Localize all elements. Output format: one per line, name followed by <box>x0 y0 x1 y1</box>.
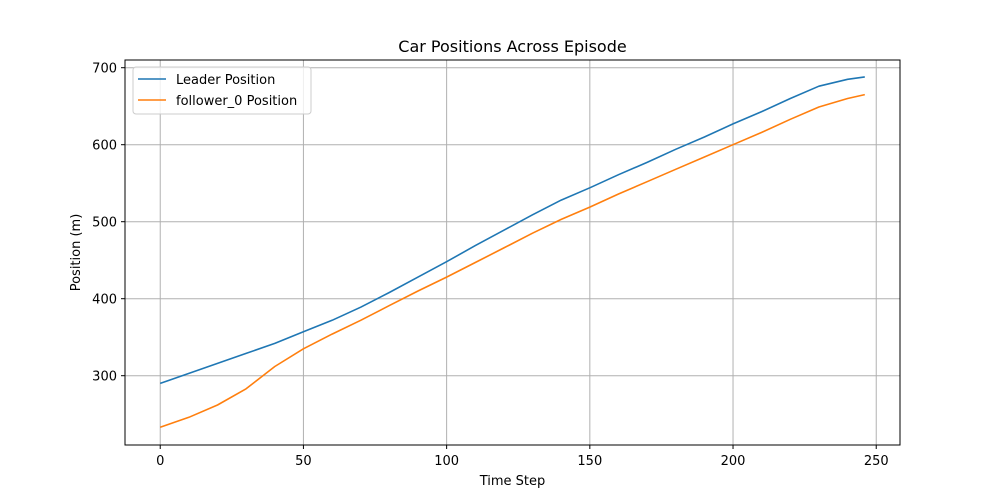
series-line-0 <box>159 76 865 385</box>
y-axis-label: Position (m) <box>69 214 84 292</box>
y-tick-label: 400 <box>92 293 117 308</box>
x-tick-label: 50 <box>295 454 312 469</box>
chart-title: Car Positions Across Episode <box>398 37 626 56</box>
y-tick-label: 600 <box>92 139 117 154</box>
ticks-group: 0 50 100 150 200 250 300 400 500 600 700 <box>92 62 888 469</box>
legend-frame <box>132 66 312 115</box>
x-tick-label: 100 <box>434 454 459 469</box>
x-tick-label: 200 <box>721 454 746 469</box>
legend-label: Leader Position <box>176 73 275 88</box>
y-tick-label: 300 <box>92 370 117 385</box>
y-tick-label: 700 <box>92 62 117 77</box>
grid <box>125 60 900 445</box>
legend: Leader Position follower_0 Position <box>132 66 312 115</box>
x-tick-label: 0 <box>156 454 164 469</box>
y-tick-label: 500 <box>92 216 117 231</box>
plot-frame <box>124 59 901 446</box>
series-group <box>159 76 865 429</box>
x-axis-label: Time Step <box>479 474 546 489</box>
series-line-1 <box>159 93 865 429</box>
legend-label: follower_0 Position <box>176 94 297 109</box>
x-tick-label: 150 <box>577 454 602 469</box>
x-tick-label: 250 <box>864 454 889 469</box>
